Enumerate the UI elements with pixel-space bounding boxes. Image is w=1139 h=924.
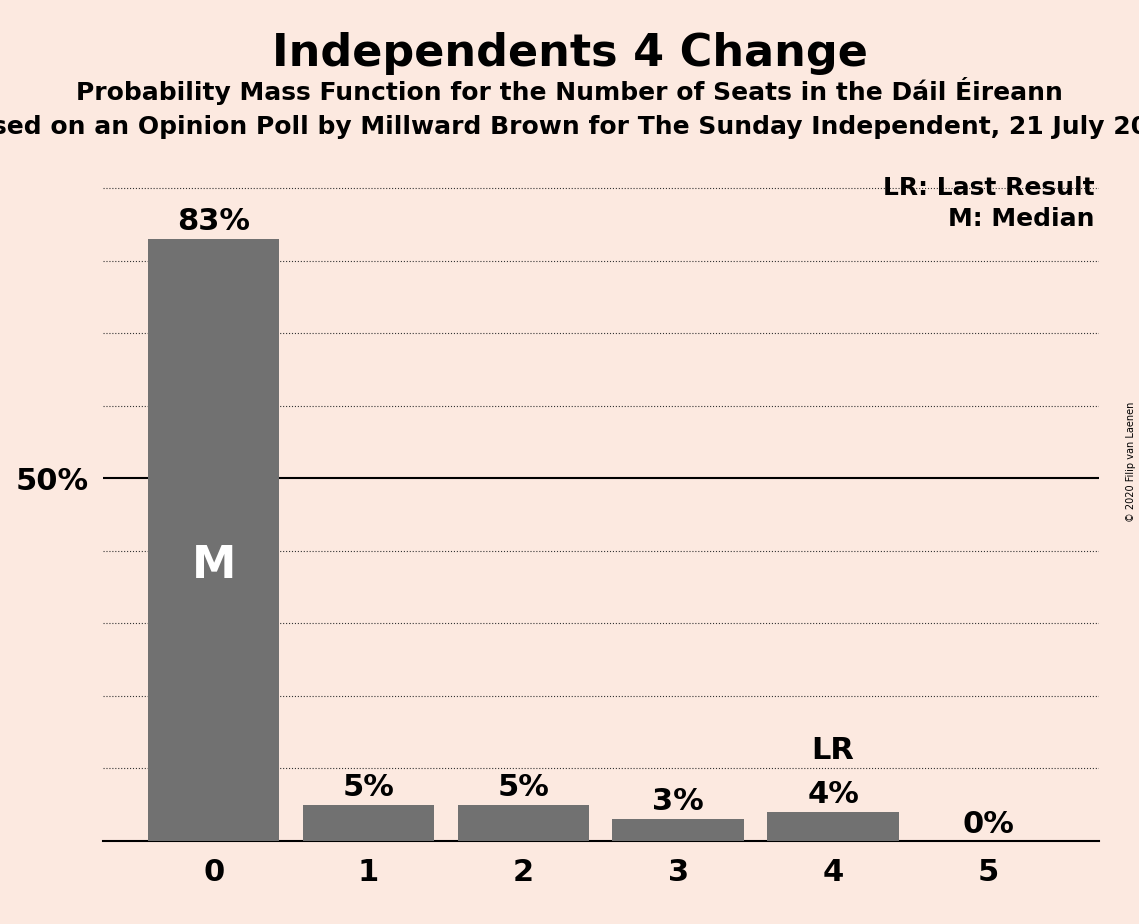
Bar	[458, 805, 589, 841]
Bar	[148, 238, 279, 841]
Bar	[303, 805, 434, 841]
Bar	[768, 812, 899, 841]
Text: Probability Mass Function for the Number of Seats in the Dáil Éireann: Probability Mass Function for the Number…	[76, 77, 1063, 104]
Text: LR: LR	[812, 736, 854, 765]
Text: 5%: 5%	[498, 772, 549, 802]
Text: Independents 4 Change: Independents 4 Change	[271, 32, 868, 76]
Text: LR: Last Result: LR: Last Result	[883, 176, 1095, 201]
Text: M: M	[191, 543, 236, 587]
Text: 3%: 3%	[653, 787, 704, 816]
Bar	[613, 819, 744, 841]
Text: 4%: 4%	[808, 780, 859, 808]
Text: M: Median: M: Median	[948, 207, 1095, 231]
Text: 5%: 5%	[343, 772, 394, 802]
Text: Based on an Opinion Poll by Millward Brown for The Sunday Independent, 21 July 2: Based on an Opinion Poll by Millward Bro…	[0, 115, 1139, 139]
Text: 83%: 83%	[178, 207, 251, 236]
Text: 0%: 0%	[962, 809, 1014, 839]
Text: © 2020 Filip van Laenen: © 2020 Filip van Laenen	[1125, 402, 1136, 522]
